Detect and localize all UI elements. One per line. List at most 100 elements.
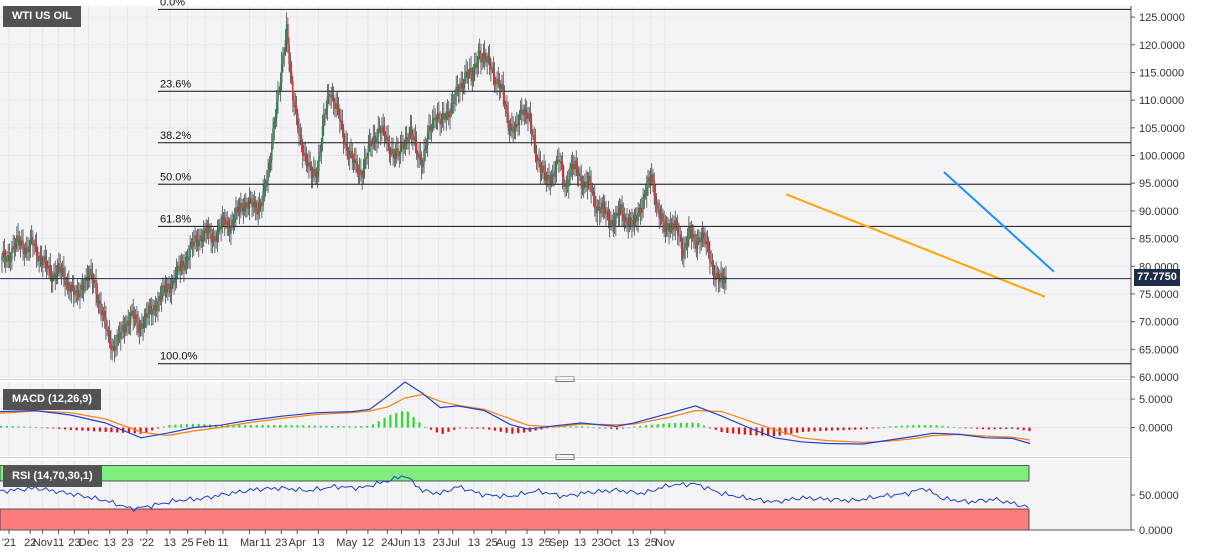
candle-body xyxy=(469,68,471,73)
macd-hist-bar xyxy=(366,425,369,428)
macd-hist-bar xyxy=(964,427,967,429)
candle-body xyxy=(138,327,141,333)
candle-body xyxy=(216,231,219,242)
candle-body xyxy=(660,213,663,218)
macd-hist-bar xyxy=(162,426,165,428)
macd-hist-bar xyxy=(447,427,450,432)
candle-body xyxy=(360,169,362,176)
candle-body xyxy=(159,296,162,300)
main-y-tick-label: 90.0000 xyxy=(1139,206,1179,218)
fib-level-label: 100.0% xyxy=(160,351,198,363)
candle-body xyxy=(336,103,339,105)
macd-hist-bar xyxy=(871,427,874,429)
candle-body xyxy=(683,248,685,258)
candle-body xyxy=(550,174,553,184)
candle-body xyxy=(226,220,229,224)
macd-hist-bar xyxy=(807,427,810,432)
candle-body xyxy=(674,220,677,228)
candle-body xyxy=(257,208,259,215)
candle-body xyxy=(393,154,396,159)
macd-hist-bar xyxy=(993,427,996,430)
candle-body xyxy=(54,272,57,279)
candle-body xyxy=(400,143,403,145)
candle-body xyxy=(254,201,257,209)
fib-level-label: 0.0% xyxy=(160,0,185,8)
macd-hist-bar xyxy=(307,425,311,428)
candle-body xyxy=(217,225,220,232)
macd-hist-bar xyxy=(668,423,671,428)
candle-body xyxy=(329,94,331,97)
macd-hist-bar xyxy=(598,427,601,429)
candle-body xyxy=(248,199,251,208)
candle-body xyxy=(196,239,199,247)
candle-body xyxy=(243,206,246,212)
candle-body xyxy=(108,330,111,342)
candle-body xyxy=(634,215,637,219)
candle-body xyxy=(694,234,696,245)
macd-hist-bar xyxy=(685,422,688,428)
candle-body xyxy=(113,346,116,351)
macd-hist-bar xyxy=(278,425,282,428)
candle-body xyxy=(503,94,506,105)
candle-body xyxy=(539,163,542,173)
candle-body xyxy=(636,218,638,222)
macd-hist-bar xyxy=(662,423,665,428)
candle-body xyxy=(90,269,92,275)
candle-body xyxy=(175,267,178,280)
macd-hist-bar xyxy=(569,426,572,428)
candle-body xyxy=(424,148,427,151)
macd-hist-bar xyxy=(389,415,392,428)
candle-body xyxy=(202,231,205,242)
candle-body xyxy=(287,24,289,45)
main-y-tick-label: 60.0000 xyxy=(1139,372,1179,384)
candle-body xyxy=(381,126,383,134)
candle-body xyxy=(611,219,613,221)
candle-body xyxy=(441,113,444,120)
candle-body xyxy=(331,95,334,98)
candle-body xyxy=(258,202,261,209)
candle-body xyxy=(29,237,32,247)
macd-hist-bar xyxy=(528,427,531,432)
x-tick-label: 13 xyxy=(574,537,586,549)
candle-body xyxy=(602,202,605,208)
candle-body xyxy=(504,104,507,106)
candle-body xyxy=(283,52,285,56)
candle-body xyxy=(668,230,670,233)
candle-body xyxy=(6,256,8,263)
candle-body xyxy=(282,55,284,64)
candle-body xyxy=(358,169,361,174)
macd-hist-bar xyxy=(505,427,508,433)
candle-body xyxy=(580,176,582,187)
macd-hist-bar xyxy=(336,426,340,428)
candle-body xyxy=(149,305,152,310)
macd-hist-bar xyxy=(319,425,322,428)
support-trendline xyxy=(785,193,1046,298)
candle-body xyxy=(404,137,407,145)
main-plot-area xyxy=(0,6,1131,377)
candle-body xyxy=(337,103,340,116)
candle-body xyxy=(332,95,335,103)
macd-hist-bar xyxy=(737,427,741,435)
macd-hist-bar xyxy=(743,427,746,435)
candle-body xyxy=(21,239,23,242)
candle-body xyxy=(417,154,419,158)
candle-body xyxy=(519,109,522,115)
candle-body xyxy=(129,312,132,324)
candle-body xyxy=(549,182,552,184)
candle-body xyxy=(92,280,95,284)
candle-body xyxy=(30,237,33,241)
candle-body xyxy=(199,235,201,241)
candle-body xyxy=(429,125,432,131)
candle-body xyxy=(637,212,639,222)
candle-body xyxy=(508,127,511,131)
candle-body xyxy=(37,255,39,262)
candle-body xyxy=(288,44,290,65)
candle-body xyxy=(361,175,363,178)
candle-body xyxy=(509,124,512,131)
candle-body xyxy=(274,117,277,122)
candle-body xyxy=(627,225,630,227)
main-y-tick-label: 105.0000 xyxy=(1139,123,1185,135)
candle-body xyxy=(145,313,148,318)
candle-body xyxy=(371,144,373,147)
candle-body xyxy=(179,266,182,272)
